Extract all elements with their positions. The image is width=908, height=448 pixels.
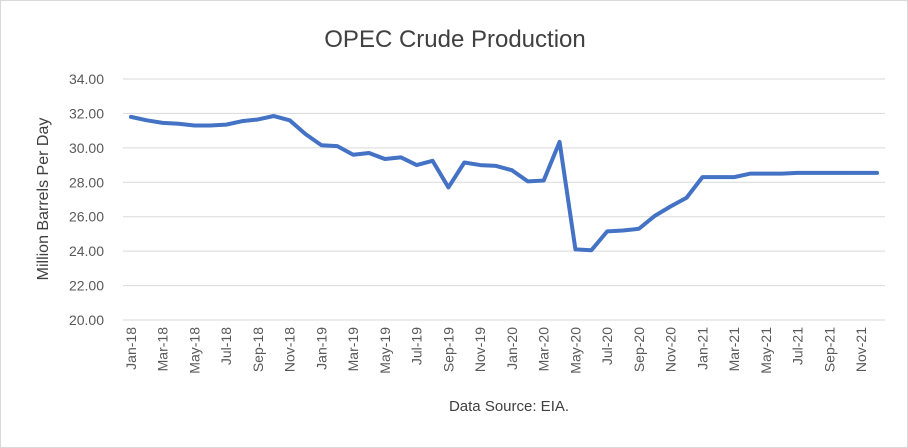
y-tick-label: 24.00 [69, 243, 104, 259]
y-tick-label: 26.00 [69, 209, 104, 225]
data-point [224, 123, 228, 127]
x-tick-label: Jan-20 [504, 327, 520, 370]
y-tick-label: 20.00 [69, 312, 104, 328]
x-tick-label: Jan-21 [694, 327, 710, 370]
data-point [827, 171, 832, 175]
data-point [796, 171, 800, 175]
x-tick-label: May-19 [377, 327, 393, 374]
source-note: Data Source: EIA. [449, 398, 569, 415]
data-point [208, 123, 212, 128]
data-point [161, 121, 165, 125]
x-tick-label: Mar-20 [536, 327, 552, 372]
x-tick-label: Jul-20 [599, 327, 615, 365]
series-layer [128, 114, 880, 253]
data-point [621, 228, 625, 233]
data-point [240, 119, 244, 123]
x-tick-label: Jan-19 [313, 327, 329, 370]
gridlines [123, 78, 885, 321]
x-tick-label: Sep-20 [631, 327, 647, 372]
data-point [637, 227, 641, 231]
data-point [700, 175, 705, 179]
data-point [573, 247, 578, 252]
x-tick-label: Sep-21 [821, 327, 837, 372]
data-point [557, 140, 562, 144]
data-point [288, 118, 292, 122]
data-point [145, 118, 149, 122]
data-point [732, 175, 736, 179]
x-tick-label: May-18 [186, 327, 202, 374]
x-tick-label: Nov-20 [663, 327, 679, 372]
x-tick-label: Nov-18 [282, 327, 298, 372]
data-point [192, 123, 197, 128]
data-point [669, 204, 673, 208]
data-point [319, 143, 324, 147]
x-tick-label: Nov-21 [853, 327, 869, 372]
data-point [256, 117, 260, 122]
data-point [589, 248, 593, 252]
x-tick-label: Jul-19 [409, 327, 425, 365]
x-tick-label: Mar-18 [155, 327, 171, 372]
y-tick-label: 22.00 [69, 278, 104, 294]
y-tick-labels: 20.00 22.00 24.00 26.00 28.00 30.00 32.00 34.00 [69, 71, 104, 328]
data-point [510, 168, 514, 172]
data-point [859, 171, 863, 175]
x-tick-label: Mar-21 [726, 327, 742, 372]
data-point [494, 164, 498, 168]
y-axis-label: Million Barrels Per Day [35, 118, 52, 281]
data-point [303, 132, 308, 136]
x-tick-label: Nov-19 [472, 327, 488, 372]
chart-title: OPEC Crude Production [324, 26, 585, 53]
x-tick-label: May-21 [758, 327, 774, 374]
data-point [129, 115, 133, 119]
data-point [351, 153, 355, 157]
y-tick-label: 28.00 [69, 174, 104, 190]
x-tick-label: Jan-18 [123, 327, 139, 370]
data-point [811, 171, 816, 175]
data-point [764, 172, 768, 176]
x-tick-label: Jul-18 [218, 327, 234, 365]
data-point [748, 172, 752, 176]
data-point [875, 171, 879, 175]
data-point [478, 163, 482, 167]
data-point [399, 155, 403, 159]
data-point [446, 185, 451, 190]
data-point [605, 229, 609, 233]
data-point [526, 179, 530, 184]
data-point [653, 214, 657, 218]
data-point [272, 114, 276, 118]
y-tick-label: 32.00 [69, 105, 104, 121]
data-point [176, 122, 181, 126]
x-tick-label: Mar-19 [345, 327, 361, 372]
data-point [383, 157, 387, 161]
data-point [843, 171, 847, 175]
data-point [716, 175, 720, 179]
data-point [684, 196, 689, 200]
series-line [128, 114, 880, 253]
x-tick-label: Jul-21 [790, 327, 806, 365]
x-tick-label: Sep-19 [440, 327, 456, 372]
x-tick-label: May-20 [567, 327, 583, 374]
data-point [462, 160, 466, 165]
data-point [542, 178, 546, 183]
y-tick-label: 30.00 [69, 140, 104, 156]
data-point [780, 172, 784, 176]
x-tick-labels: Jan-18 Mar-18 May-18 Jul-18 Sep-18 Nov-18 Jan-… [123, 327, 869, 374]
x-tick-label: Sep-18 [250, 327, 266, 372]
data-point [335, 144, 339, 148]
y-tick-label: 34.00 [69, 71, 104, 87]
data-point [430, 159, 435, 163]
data-point [415, 163, 419, 167]
data-point [367, 151, 371, 155]
